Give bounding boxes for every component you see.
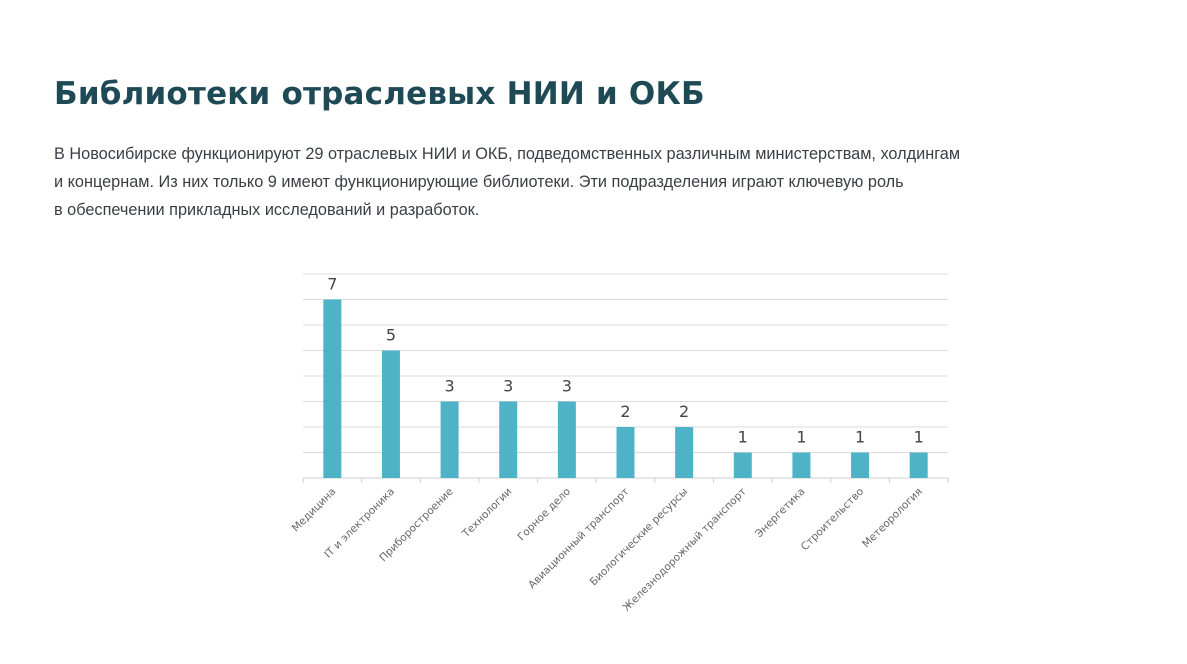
bar: [851, 452, 870, 478]
bar: [733, 452, 752, 478]
data-label: 3: [503, 377, 513, 396]
x-tick-label: Технологии: [459, 486, 514, 541]
bar: [557, 401, 576, 478]
x-tick-label: Горное дело: [515, 486, 573, 544]
x-tick-label: Энергетика: [753, 486, 807, 540]
data-label: 2: [620, 402, 630, 421]
description-line: в обеспечении прикладных исследований и …: [54, 201, 480, 219]
bar: [616, 427, 635, 478]
x-tick-label: Медицина: [290, 486, 339, 535]
page-title: Библиотеки отраслевых НИИ и ОКБ: [54, 76, 705, 112]
x-tick-label: Метеорология: [860, 486, 925, 551]
data-label: 1: [796, 428, 806, 447]
description-line: и концернам. Из них только 9 имеют функц…: [54, 173, 904, 191]
data-label: 1: [914, 428, 924, 447]
data-label: 3: [444, 377, 454, 396]
bar: [381, 350, 400, 478]
description-line: В Новосибирске функционируют 29 отраслев…: [54, 145, 961, 163]
data-label: 1: [738, 428, 748, 447]
bar: [792, 452, 811, 478]
bar: [323, 299, 342, 478]
data-label: 5: [386, 326, 396, 345]
page-description: В Новосибирске функционируют 29 отраслев…: [54, 140, 1134, 224]
data-label: 7: [327, 275, 337, 294]
data-label: 1: [855, 428, 865, 447]
x-tick-label: Железнодорожный транспорт: [621, 486, 749, 614]
x-tick-label: Строительство: [799, 486, 866, 553]
bar: [675, 427, 694, 478]
bar: [909, 452, 928, 478]
data-label: 3: [562, 377, 572, 396]
x-tick-label: Биологические ресурсы: [588, 486, 691, 589]
bar: [499, 401, 518, 478]
data-label: 2: [679, 402, 689, 421]
x-tick-label: Авиационный транспорт: [526, 486, 631, 591]
bar: [440, 401, 459, 478]
